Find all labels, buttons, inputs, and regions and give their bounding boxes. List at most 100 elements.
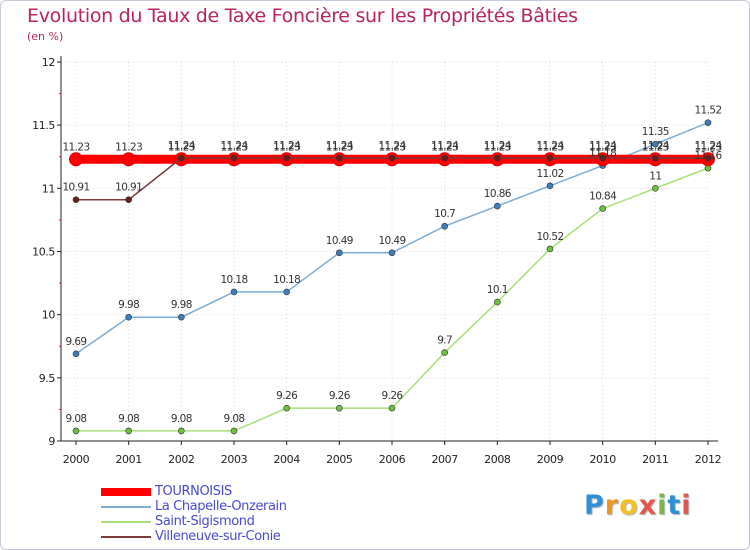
legend-swatch [101, 505, 151, 508]
data-point [125, 427, 132, 435]
y-tick-label: 9 [48, 435, 55, 448]
y-tick-label: 11 [42, 182, 55, 195]
data-label: 11.23 [431, 141, 458, 153]
data-point [72, 196, 80, 204]
data-point [178, 313, 185, 321]
legend-item: Villeneuve-sur-Conie [101, 529, 287, 544]
data-point [121, 152, 136, 167]
data-point [230, 154, 238, 162]
data-label: 9.08 [224, 413, 245, 425]
data-label: 9.08 [118, 413, 139, 425]
data-point [441, 154, 448, 162]
data-point [178, 427, 185, 435]
data-point [125, 196, 132, 204]
logo-letter: t [667, 490, 682, 521]
logo-letter: i [681, 490, 692, 521]
data-label: 9.08 [171, 413, 192, 425]
x-tick-label: 2003 [221, 453, 248, 466]
data-point [336, 404, 343, 412]
data-label: 11.23 [220, 141, 247, 153]
data-label: 11.18 [589, 148, 616, 160]
data-point [283, 404, 290, 412]
x-tick-label: 2001 [115, 453, 141, 466]
data-point [546, 245, 554, 253]
data-label: 11.24 [484, 140, 512, 152]
data-point [125, 313, 132, 321]
data-point [494, 202, 501, 210]
x-tick-label: 2000 [63, 453, 90, 466]
data-label: 11.24 [536, 140, 564, 152]
logo-letter: x [638, 490, 658, 521]
data-label: 11.24 [589, 140, 617, 152]
legend-swatch [101, 520, 151, 523]
proxiti-logo: Proxiti [584, 490, 692, 521]
data-label: 11.24 [273, 140, 301, 152]
data-label: 10.1 [487, 284, 508, 296]
data-label: 9.7 [437, 335, 452, 347]
data-point [704, 154, 712, 162]
data-label: 11.23 [168, 141, 195, 153]
data-point [388, 154, 396, 162]
x-tick-label: 2007 [431, 453, 458, 466]
data-point [441, 222, 448, 230]
x-tick-label: 2010 [589, 453, 616, 466]
data-point [652, 154, 659, 162]
data-point [441, 349, 448, 356]
legend-label: Villeneuve-sur-Conie [155, 529, 281, 544]
data-label: 10.7 [434, 208, 455, 220]
data-label: 10.52 [536, 231, 563, 243]
data-label: 11.23 [273, 141, 300, 153]
x-tick-label: 2002 [168, 453, 194, 466]
logo-letter: P [584, 490, 605, 521]
x-tick-label: 2011 [642, 453, 668, 466]
data-label: 9.69 [66, 336, 87, 348]
data-label-layer: 11.23 11.23 11.23 11.23 11.23 11.23 11.23 11.23… [62, 105, 723, 425]
data-label: 11 [649, 170, 661, 182]
data-label: 11.24 [431, 140, 459, 152]
data-label: 10.49 [326, 235, 353, 247]
data-point [178, 154, 185, 162]
data-label: 11.23 [642, 141, 669, 153]
data-label: 9.98 [118, 299, 139, 311]
legend-swatch [101, 487, 151, 496]
legend-label: TOURNOISIS [155, 484, 232, 499]
data-point [388, 249, 396, 257]
data-point [69, 152, 83, 167]
data-label: 10.91 [115, 182, 142, 194]
legend-label: Saint-Sigismond [155, 514, 255, 529]
data-label: 11.23 [326, 141, 353, 153]
data-label: 11.24 [220, 140, 248, 152]
y-tick-label: 10.5 [32, 246, 55, 259]
data-label: 11.52 [694, 105, 721, 117]
data-point [652, 140, 659, 148]
data-label: 10.18 [220, 274, 247, 286]
data-label: 11.23 [378, 141, 405, 153]
data-label: 10.18 [273, 274, 300, 286]
data-label: 11.24 [694, 140, 722, 152]
data-point [230, 427, 238, 435]
data-label: 10.91 [62, 182, 89, 194]
data-label: 10.84 [589, 191, 617, 203]
y-tick-label: 10 [42, 309, 56, 322]
x-tick-label: 2004 [273, 453, 300, 466]
data-point [494, 154, 501, 162]
series-saint-sigismond [72, 164, 712, 435]
data-label: 11.24 [168, 140, 196, 152]
data-label: 9.98 [171, 299, 192, 311]
axis-layer: 9 9.5 10 10.5 11 11.5 12 2000 2001 2002 2003 2004 20… [32, 56, 722, 466]
x-tick-label: 2008 [484, 453, 511, 466]
data-label: 11.23 [589, 141, 616, 153]
data-point [230, 288, 238, 296]
data-point [72, 350, 80, 358]
data-label: 9.26 [382, 390, 404, 402]
data-label: 9.08 [66, 413, 87, 425]
legend-item: La Chapelle-Onzerain [101, 499, 287, 514]
data-point [283, 288, 290, 296]
data-label: 11.24 [326, 140, 354, 152]
legend-label: La Chapelle-Onzerain [155, 499, 287, 514]
data-label: 11.23 [62, 141, 89, 153]
data-label: 11.24 [378, 140, 406, 152]
data-point [72, 427, 80, 435]
y-tick-label: 11.5 [32, 119, 55, 132]
